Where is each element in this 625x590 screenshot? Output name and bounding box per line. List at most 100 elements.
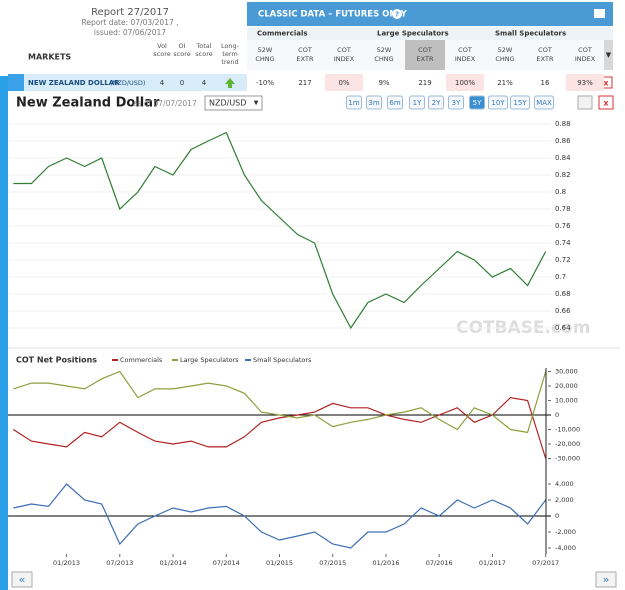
range-button[interactable] <box>534 95 554 110</box>
range-label: 10Y <box>491 99 505 107</box>
y-tick-label: 0.88 <box>555 120 571 128</box>
range-button[interactable] <box>448 95 464 110</box>
dropdown[interactable] <box>604 40 613 70</box>
legend-label: Large Speculators <box>180 356 239 364</box>
series-line <box>12 396 547 459</box>
range-label: 1Y <box>413 99 422 107</box>
range-label: 3m <box>368 99 379 107</box>
sub-header: EXTR <box>297 55 314 63</box>
help-glyph: ? <box>395 11 399 19</box>
score: 0 <box>180 79 184 87</box>
next-label: » <box>603 573 610 586</box>
range-button[interactable] <box>346 95 362 110</box>
x-tick-label: 07/2017 <box>532 559 559 567</box>
range-button[interactable] <box>409 95 425 110</box>
column-header: score <box>173 50 190 58</box>
issued-date: issued: 07/06/2017 <box>94 28 166 37</box>
y-tick-label: 30,000 <box>555 368 578 376</box>
column-header: Total <box>195 42 211 50</box>
cell: 21% <box>497 79 513 87</box>
index-cell <box>446 74 484 91</box>
range-button[interactable] <box>488 95 508 110</box>
range-label: 1m <box>348 99 359 107</box>
y-tick-label: 4,000 <box>555 480 574 488</box>
sub-header: CHNG <box>374 55 393 63</box>
sub-header: COT <box>418 46 432 54</box>
y-tick-label: 0.72 <box>555 256 571 264</box>
range-button[interactable] <box>510 95 530 110</box>
markets-label: MARKETS <box>28 53 71 62</box>
column-header: Vol <box>157 42 167 50</box>
range-label: 5Y <box>473 99 482 107</box>
range-button[interactable] <box>366 95 382 110</box>
range-label: 6m <box>389 99 400 107</box>
x-tick-label: 07/2014 <box>213 559 240 567</box>
symbol-select[interactable] <box>204 95 263 111</box>
prev-button[interactable] <box>11 571 33 588</box>
cell: -10% <box>256 79 274 87</box>
y-tick-label: -2,000 <box>555 528 576 536</box>
select-glyph: ▼ <box>254 100 259 107</box>
sub-header: INDEX <box>455 55 476 63</box>
range-button[interactable] <box>387 95 403 110</box>
y-tick-label: 0.8 <box>555 188 566 196</box>
range-label: 3Y <box>452 99 461 107</box>
sub-header: 52W <box>258 46 273 54</box>
y-tick-label: -30,000 <box>555 455 580 463</box>
sub-header: CHNG <box>255 55 274 63</box>
range-label: MAX <box>536 99 552 107</box>
print-button[interactable] <box>577 95 593 110</box>
y-tick-label: -10,000 <box>555 426 580 434</box>
range-label: 2Y <box>432 99 441 107</box>
score: 4 <box>202 79 207 87</box>
cell: 0% <box>338 79 349 87</box>
y-tick-label: 20,000 <box>555 382 578 390</box>
highlight-column <box>405 40 445 70</box>
close-button[interactable] <box>598 95 614 110</box>
market-symbol: (NZD/USD) <box>110 79 145 87</box>
sub-header: COT <box>458 46 472 54</box>
cell: 217 <box>298 79 311 87</box>
close-glyph: x <box>603 99 609 108</box>
column-header: score <box>195 50 212 58</box>
cell: 100% <box>455 79 475 87</box>
y-tick-label: 0.82 <box>555 171 571 179</box>
y-tick-label: 0.76 <box>555 222 571 230</box>
x-tick-label: 01/2017 <box>479 559 506 567</box>
trend-arrow <box>225 78 235 88</box>
column-header: term <box>222 50 237 58</box>
prev-label: « <box>19 573 26 586</box>
range-button[interactable] <box>428 95 444 110</box>
x-tick-label: 07/2016 <box>426 559 453 567</box>
y-tick-label: 0.84 <box>555 154 571 162</box>
legend-label: Commercials <box>120 356 163 364</box>
sub-header: INDEX <box>334 55 355 63</box>
y-tick-label: 2,000 <box>555 496 574 504</box>
next-button[interactable] <box>595 571 617 588</box>
column-header: trend <box>221 58 238 66</box>
x-tick-label: 01/2013 <box>53 559 80 567</box>
x-tick-label: 07/2015 <box>319 559 346 567</box>
help-icon[interactable] <box>392 9 402 19</box>
remove-glyph: x <box>603 79 609 88</box>
market-name: NEW ZEALAND DOLLAR <box>28 79 120 87</box>
index-cell <box>325 74 363 91</box>
range-button[interactable] <box>469 95 485 110</box>
report-date: Report date: 07/03/2017 , <box>81 18 178 27</box>
classic-band <box>247 2 613 26</box>
y-tick-label: 0.7 <box>555 273 566 281</box>
index-cell <box>566 74 604 91</box>
score: 4 <box>160 79 165 87</box>
x-tick-label: 01/2016 <box>372 559 399 567</box>
sub-header: COT <box>298 46 312 54</box>
x-tick-label: 01/2014 <box>160 559 187 567</box>
x-tick-label: 07/2013 <box>106 559 133 567</box>
legend-label: Small Speculators <box>253 356 312 364</box>
y-tick-label: 0 <box>555 512 559 520</box>
x-tick-label: 01/2015 <box>266 559 293 567</box>
sub-header: 52W <box>377 46 392 54</box>
price-line <box>13 131 547 330</box>
print-icon[interactable] <box>594 9 605 18</box>
sub-header: 52W <box>498 46 513 54</box>
dropdown-glyph: ▼ <box>606 51 612 59</box>
